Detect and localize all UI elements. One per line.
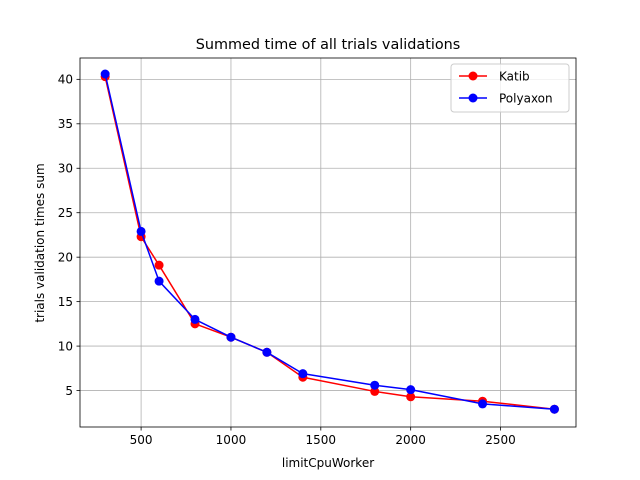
x-tick-label: 1500 (306, 433, 337, 447)
data-point (370, 386, 380, 396)
y-tick-label: 30 (58, 162, 73, 176)
y-axis-label: trials validation times sum (33, 163, 47, 322)
data-point (136, 226, 146, 236)
data-point (478, 399, 488, 409)
legend-label: Polyaxon (499, 91, 553, 105)
x-tick-label: 2000 (395, 433, 426, 447)
data-point (406, 392, 416, 402)
legend-marker (468, 93, 478, 103)
legend: Katib Polyaxon (450, 63, 570, 113)
y-tick-label: 20 (58, 250, 73, 264)
y-tick-label: 40 (58, 73, 73, 87)
legend-item-katib: Katib (459, 69, 530, 83)
legend-label: Katib (499, 69, 530, 83)
series-polyaxon (100, 69, 559, 414)
y-tick-label: 10 (58, 339, 73, 353)
data-point (298, 369, 308, 379)
chart-title: Summed time of all trials validations (196, 37, 461, 53)
axes-frame (79, 57, 577, 428)
x-tick-label: 500 (130, 433, 153, 447)
y-tick-label: 15 (58, 295, 73, 309)
y-tick-label: 25 (58, 206, 73, 220)
data-point (370, 380, 380, 390)
data-point (154, 276, 164, 286)
y-tick-label: 35 (58, 117, 73, 131)
x-tick-label: 2500 (485, 433, 516, 447)
data-point (190, 314, 200, 324)
data-point (406, 385, 416, 395)
data-point (549, 404, 559, 414)
legend-item-polyaxon: Polyaxon (459, 91, 553, 105)
x-axis-label: limitCpuWorker (282, 456, 374, 470)
y-tick-label: 5 (65, 384, 73, 398)
plot-area: 500 1000 1500 2000 2500 5 10 15 20 25 30 35 40 (58, 57, 577, 447)
data-point (100, 69, 110, 79)
data-point (262, 347, 272, 357)
data-point (226, 332, 236, 342)
data-point (154, 260, 164, 270)
x-tick-label: 1000 (216, 433, 247, 447)
legend-marker (468, 71, 478, 81)
